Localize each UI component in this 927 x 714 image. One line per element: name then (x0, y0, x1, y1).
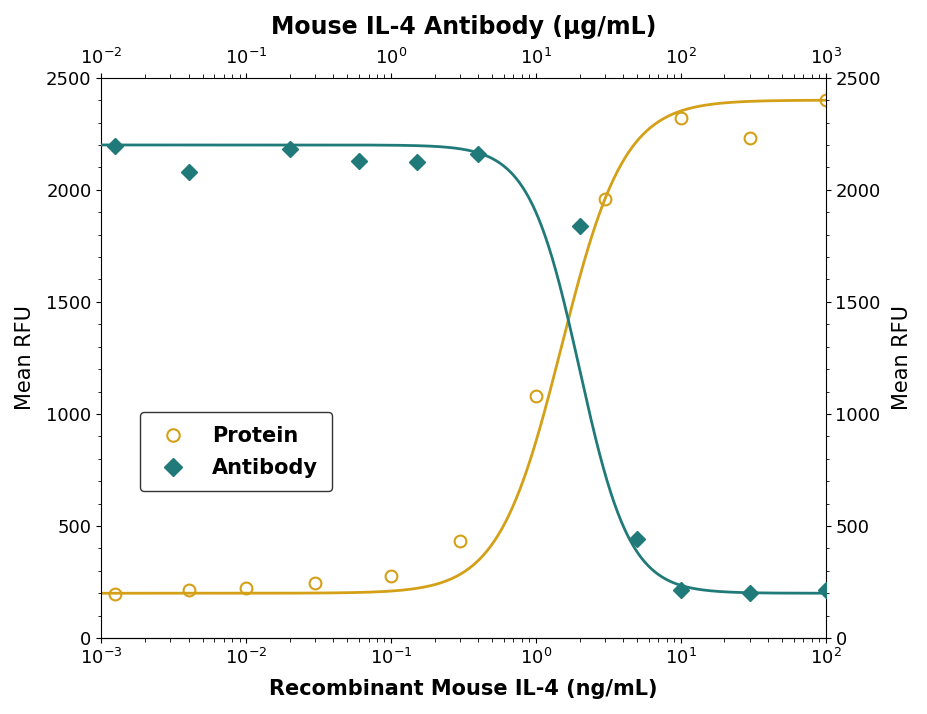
X-axis label: Recombinant Mouse IL-4 (ng/mL): Recombinant Mouse IL-4 (ng/mL) (269, 679, 658, 699)
Y-axis label: Mean RFU: Mean RFU (892, 306, 912, 411)
X-axis label: Mouse IL-4 Antibody (μg/mL): Mouse IL-4 Antibody (μg/mL) (271, 15, 656, 39)
Y-axis label: Mean RFU: Mean RFU (15, 306, 35, 411)
Legend: Protein, Antibody: Protein, Antibody (140, 413, 332, 491)
